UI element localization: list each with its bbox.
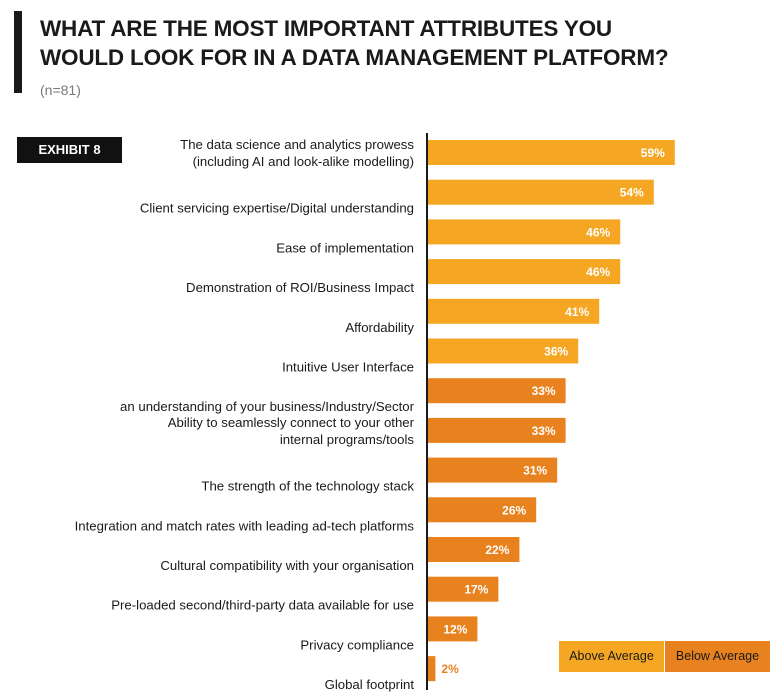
bar-value-label: 2% — [441, 662, 459, 676]
bar — [427, 179, 654, 205]
bar-value-label: 54% — [620, 186, 644, 200]
category-label: The data science and analytics prowess (i… — [180, 137, 414, 169]
legend-below-average-label: Below Average — [675, 649, 760, 663]
title-accent-bar — [14, 11, 22, 93]
category-label: Demonstration of ROI/Business Impact — [186, 280, 414, 295]
bar-chart: 59% The data science and analytics prowes… — [75, 133, 675, 692]
category-label: Intuitive User Interface — [282, 360, 414, 375]
bar — [427, 140, 675, 165]
bar-value-label: 46% — [586, 225, 610, 239]
exhibit-badge: EXHIBIT 8 — [17, 137, 122, 163]
bar-value-label: 12% — [443, 622, 467, 636]
category-label: Ability to seamlessly connect to your ot… — [168, 415, 415, 447]
category-label: Pre-loaded second/third-party data avail… — [111, 598, 414, 613]
bar — [427, 457, 558, 483]
bar-value-label: 22% — [485, 543, 509, 557]
sample-size-note: (n=81) — [40, 82, 81, 98]
category-label: Client servicing expertise/Digital under… — [140, 201, 414, 216]
bar — [427, 298, 600, 324]
bar-value-label: 46% — [586, 265, 610, 279]
bar — [427, 537, 520, 562]
bar-value-label: 41% — [565, 305, 589, 319]
category-label: Global footprint — [325, 677, 415, 692]
bar-value-label: 36% — [544, 345, 568, 359]
chart-title: WHAT ARE THE MOST IMPORTANT ATTRIBUTES Y… — [40, 16, 669, 70]
category-label: Affordability — [345, 320, 414, 335]
category-label: Integration and match rates with leading… — [75, 518, 415, 533]
legend-below-average: Below Average — [665, 641, 770, 672]
bar — [427, 656, 436, 682]
category-label: Cultural compatibility with your organis… — [160, 558, 414, 573]
bar — [427, 338, 579, 364]
category-label: an understanding of your business/Indust… — [120, 399, 415, 414]
bar-value-label: 31% — [523, 464, 547, 478]
category-label: Ease of implementation — [276, 240, 414, 255]
legend-above-average: Above Average — [559, 641, 664, 672]
bar-value-label: 59% — [641, 146, 665, 160]
bar — [427, 497, 537, 523]
bar — [427, 616, 478, 642]
bar-value-label: 33% — [532, 424, 556, 438]
bar-value-label: 17% — [464, 583, 488, 597]
category-label: The strength of the technology stack — [201, 479, 414, 494]
category-label: Privacy compliance — [300, 637, 414, 652]
bar-value-label: 33% — [532, 384, 556, 398]
bar — [427, 259, 621, 285]
bar — [427, 417, 566, 443]
bar — [427, 378, 566, 404]
bar-value-label: 26% — [502, 503, 526, 517]
bar — [427, 219, 621, 245]
legend-above-average-label: Above Average — [569, 649, 654, 663]
bar — [427, 576, 499, 602]
